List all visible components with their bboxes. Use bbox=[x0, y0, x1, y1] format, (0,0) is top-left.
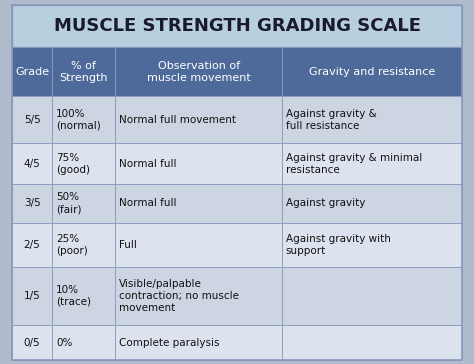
Bar bbox=[52, 96, 115, 143]
Bar bbox=[52, 185, 115, 222]
Bar bbox=[12, 143, 52, 185]
Bar bbox=[115, 143, 282, 185]
Bar bbox=[282, 143, 462, 185]
Bar bbox=[12, 5, 462, 47]
Bar bbox=[12, 325, 52, 360]
Bar bbox=[115, 185, 282, 222]
Bar bbox=[12, 185, 52, 222]
Text: Normal full movement: Normal full movement bbox=[119, 115, 236, 125]
Bar bbox=[282, 47, 462, 96]
Text: Observation of
muscle movement: Observation of muscle movement bbox=[147, 61, 251, 83]
Text: 5/5: 5/5 bbox=[24, 115, 40, 125]
Bar bbox=[115, 47, 282, 96]
Text: Against gravity: Against gravity bbox=[286, 198, 365, 209]
Bar bbox=[52, 47, 115, 96]
Bar bbox=[115, 266, 282, 325]
Bar bbox=[282, 96, 462, 143]
Text: Complete paralysis: Complete paralysis bbox=[119, 338, 220, 348]
Bar bbox=[12, 96, 52, 143]
Bar bbox=[12, 222, 52, 266]
Bar bbox=[115, 325, 282, 360]
Bar bbox=[52, 222, 115, 266]
Bar bbox=[282, 325, 462, 360]
Text: 1/5: 1/5 bbox=[24, 291, 40, 301]
Text: 75%
(good): 75% (good) bbox=[56, 153, 90, 175]
Text: Full: Full bbox=[119, 240, 137, 250]
Bar bbox=[52, 266, 115, 325]
Bar bbox=[282, 266, 462, 325]
Text: 3/5: 3/5 bbox=[24, 198, 40, 209]
Bar bbox=[12, 47, 52, 96]
Text: Against gravity & minimal
resistance: Against gravity & minimal resistance bbox=[286, 153, 422, 175]
Text: Against gravity with
support: Against gravity with support bbox=[286, 234, 391, 256]
Bar bbox=[115, 222, 282, 266]
Text: 25%
(poor): 25% (poor) bbox=[56, 234, 88, 256]
Text: Grade: Grade bbox=[15, 67, 49, 77]
Bar bbox=[115, 96, 282, 143]
Text: 10%
(trace): 10% (trace) bbox=[56, 285, 91, 307]
Text: MUSCLE STRENGTH GRADING SCALE: MUSCLE STRENGTH GRADING SCALE bbox=[54, 17, 420, 35]
Text: Normal full: Normal full bbox=[119, 159, 177, 169]
Text: 50%
(fair): 50% (fair) bbox=[56, 193, 82, 214]
Text: Visible/palpable
contraction; no muscle
movement: Visible/palpable contraction; no muscle … bbox=[119, 279, 239, 313]
Text: Against gravity &
full resistance: Against gravity & full resistance bbox=[286, 109, 376, 131]
Bar bbox=[52, 143, 115, 185]
Text: 4/5: 4/5 bbox=[24, 159, 40, 169]
Bar bbox=[52, 325, 115, 360]
Text: 2/5: 2/5 bbox=[24, 240, 40, 250]
Bar bbox=[282, 222, 462, 266]
Bar bbox=[12, 266, 52, 325]
Text: Gravity and resistance: Gravity and resistance bbox=[309, 67, 435, 77]
Bar bbox=[282, 185, 462, 222]
Text: % of
Strength: % of Strength bbox=[60, 61, 108, 83]
Text: 100%
(normal): 100% (normal) bbox=[56, 109, 101, 131]
Text: 0%: 0% bbox=[56, 338, 73, 348]
Text: 0/5: 0/5 bbox=[24, 338, 40, 348]
Text: Normal full: Normal full bbox=[119, 198, 177, 209]
